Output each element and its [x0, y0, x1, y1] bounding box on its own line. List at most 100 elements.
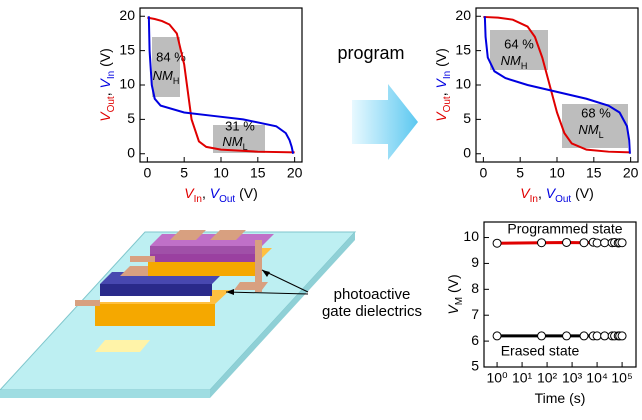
annotation-name-sub: H [521, 61, 528, 71]
axis-label-part: , [538, 185, 546, 201]
program-label: program [337, 43, 404, 63]
annotation-name-main: NM [153, 68, 173, 83]
x-tick-label: 5 [516, 165, 524, 181]
axis-label: VOut, VIn (V) [97, 48, 117, 122]
axis-label-part: Time (s) [535, 390, 586, 406]
annotation-name: NMH [501, 53, 528, 71]
data-point [537, 331, 547, 341]
x-tick-label: 20 [287, 165, 303, 181]
x-tick-label: 10⁰ [486, 370, 508, 386]
axis-label-part: (V) [445, 274, 461, 297]
annotation-name: NML [222, 134, 247, 152]
y-tick-label: 10 [455, 76, 471, 92]
plot-frame [483, 221, 637, 368]
series-label: Erased state [501, 343, 580, 359]
annotation-name-main: NM [578, 122, 598, 137]
data-point [562, 331, 572, 341]
axis-label-part: , [433, 89, 449, 97]
axis-label-part: In [442, 71, 453, 79]
series-line [483, 15, 631, 154]
x-tick-label: 10¹ [512, 370, 533, 386]
axis-label-part: (V) [571, 185, 594, 201]
axis-label-part: Out [442, 96, 453, 112]
data-point [579, 238, 589, 248]
axis-label-part: (V) [235, 185, 258, 201]
axis-label-part: Out [555, 194, 571, 205]
y-tick-label: 5 [471, 358, 479, 374]
y-tick-label: 15 [455, 41, 471, 57]
axis-label: Time (s) [535, 390, 586, 406]
annotation-value: 84 % [156, 49, 186, 64]
axis-label-part: , [202, 185, 210, 201]
x-tick-label: 0 [479, 165, 487, 181]
x-tick-label: 10 [549, 165, 565, 181]
data-point [592, 238, 602, 248]
annotation-value: 68 % [581, 105, 611, 120]
y-tick-label: 6 [471, 332, 479, 348]
x-tick-label: 10⁵ [611, 370, 632, 386]
axis-label: VIn, VOut (V) [520, 185, 594, 205]
axis-label-part: V [445, 304, 461, 315]
annotation-name: NMH [153, 68, 180, 86]
annotation-name: NML [578, 122, 603, 140]
axis-label-part: (V) [433, 48, 449, 71]
x-tick-label: 10³ [562, 370, 583, 386]
y-tick-label: 9 [471, 254, 479, 270]
device-label: photoactive [334, 286, 411, 303]
axis-label-part: In [530, 194, 538, 205]
axis-label-part: V [433, 111, 449, 122]
data-point [617, 238, 627, 248]
annotation-box [213, 125, 265, 153]
axis-label-part: V [546, 185, 557, 201]
annotation-name-sub: L [243, 142, 248, 152]
data-point [579, 331, 589, 341]
y-tick-label: 10 [463, 228, 479, 244]
x-tick-label: 5 [180, 165, 188, 181]
data-point [492, 238, 502, 248]
annotation-name-sub: L [599, 130, 604, 140]
annotation-name-main: NM [501, 53, 521, 68]
x-tick-label: 10² [537, 370, 558, 386]
axis-label-part: , [97, 89, 113, 97]
axis-label-part: V [97, 78, 113, 89]
y-tick-label: 0 [127, 144, 135, 160]
y-tick-label: 0 [463, 144, 471, 160]
annotation-value: 31 % [225, 118, 255, 133]
series-line [483, 16, 631, 154]
y-tick-label: 8 [471, 280, 479, 296]
data-point [492, 331, 502, 341]
annotation-box [152, 37, 180, 97]
y-tick-label: 5 [127, 110, 135, 126]
x-tick-label: 15 [586, 165, 602, 181]
x-tick-label: 10⁴ [586, 370, 608, 386]
axis-label: VM (V) [445, 274, 465, 314]
data-point [600, 331, 610, 341]
axis-label-part: V [520, 185, 531, 201]
data-point [537, 238, 547, 248]
annotation-box [490, 30, 548, 70]
y-tick-label: 20 [119, 7, 135, 23]
axis-label-part: V [210, 185, 221, 201]
series-line [147, 16, 295, 154]
x-tick-label: 15 [250, 165, 266, 181]
data-point [592, 331, 602, 341]
y-tick-label: 20 [455, 7, 471, 23]
axis-label-part: M [454, 297, 465, 305]
axis-label-part: Out [219, 194, 235, 205]
device-illustration [0, 230, 357, 398]
annotation-name-sub: H [173, 76, 180, 86]
data-point [562, 237, 572, 247]
y-tick-label: 7 [471, 306, 479, 322]
axis-label-part: Out [106, 96, 117, 112]
axis-label-part: In [194, 194, 202, 205]
device-label: gate dielectrics [322, 303, 422, 320]
annotation-name-main: NM [222, 134, 242, 149]
axis-label-part: V [184, 185, 195, 201]
data-point [600, 238, 610, 248]
x-tick-label: 0 [143, 165, 151, 181]
annotation-value: 64 % [504, 36, 534, 51]
axis-label-part: In [106, 71, 117, 79]
axis-label-part: (V) [97, 48, 113, 71]
y-tick-label: 10 [119, 76, 135, 92]
